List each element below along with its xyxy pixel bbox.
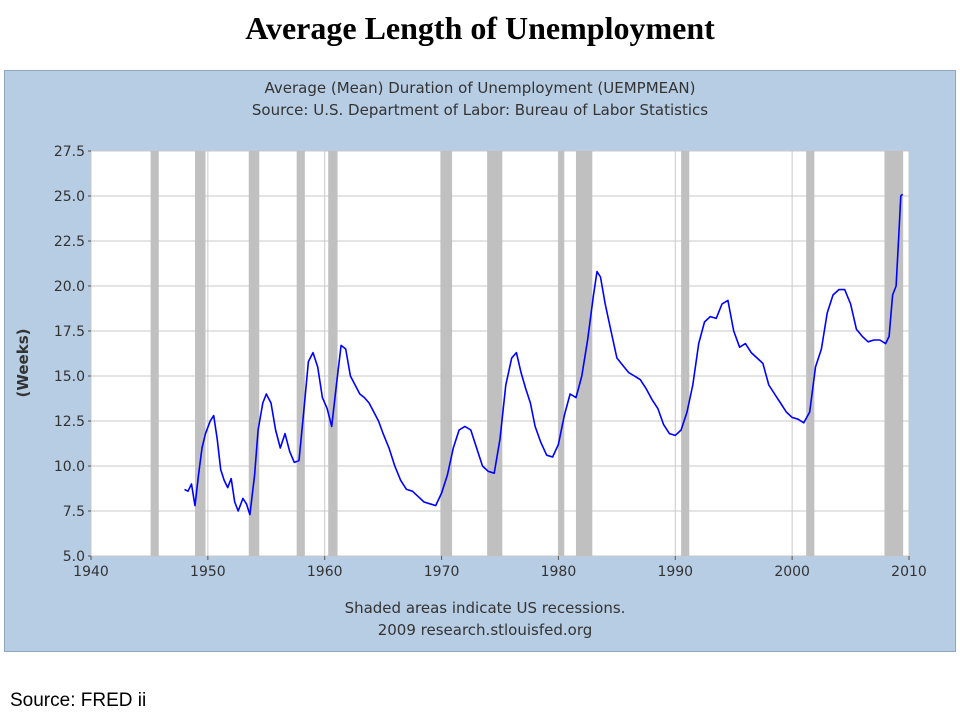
y-tick-label: 7.5 (63, 504, 85, 520)
recession-band (487, 151, 503, 556)
x-tick-label: 2010 (891, 564, 927, 580)
footnote-recessions: Shaded areas indicate US recessions. (345, 599, 626, 617)
recession-band (296, 151, 305, 556)
x-tick-label: 1950 (190, 564, 226, 580)
y-tick-label: 25.0 (54, 189, 85, 205)
recession-band (681, 151, 690, 556)
x-tick-label: 1940 (73, 564, 109, 580)
recession-band (806, 151, 815, 556)
y-tick-label: 12.5 (54, 414, 85, 430)
recession-band (195, 151, 206, 556)
recession-band (248, 151, 260, 556)
y-tick-label: 22.5 (54, 234, 85, 250)
x-tick-label: 1980 (541, 564, 577, 580)
y-tick-label: 10.0 (54, 459, 85, 475)
source-note: Source: FRED ii (10, 690, 147, 711)
chart-subtitle: Source: U.S. Department of Labor: Bureau… (252, 101, 708, 119)
y-tick-label: 20.0 (54, 279, 85, 295)
x-tick-label: 1990 (657, 564, 693, 580)
footnote-source: 2009 research.stlouisfed.org (378, 621, 593, 639)
y-tick-label: 15.0 (54, 369, 85, 385)
x-tick-label: 1960 (307, 564, 343, 580)
y-axis-label: (Weeks) (14, 329, 32, 398)
recession-band (575, 151, 593, 556)
chart-svg: 5.0 7.5 10.0 12.5 15.0 17.5 20.0 22.5 25.0 27.5 19… (14, 79, 927, 639)
x-tick-label: 2000 (774, 564, 810, 580)
chart-frame: 5.0 7.5 10.0 12.5 15.0 17.5 20.0 22.5 25.0 27.5 19… (4, 70, 956, 652)
recession-band (558, 151, 565, 556)
y-tick-label: 5.0 (63, 549, 85, 565)
y-tick-label: 17.5 (54, 324, 85, 340)
recession-band (440, 151, 453, 556)
recession-band (328, 151, 338, 556)
chart-title: Average (Mean) Duration of Unemployment … (265, 79, 696, 97)
recession-band (150, 151, 159, 556)
x-tick-label: 1970 (424, 564, 460, 580)
slide-title: Average Length of Unemployment (245, 10, 715, 46)
series-line (184, 193, 904, 516)
y-tick-label: 27.5 (54, 144, 85, 160)
